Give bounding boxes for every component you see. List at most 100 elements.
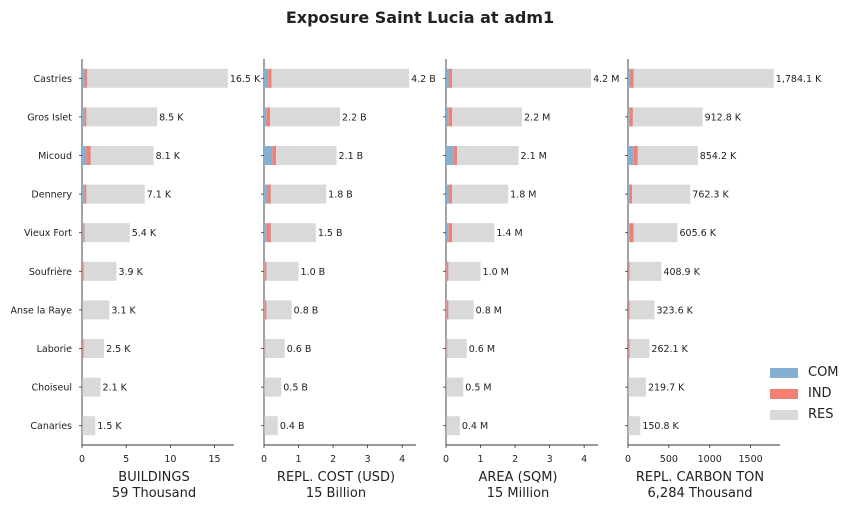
data-label-anse-la-raye-p3: 323.6 K	[656, 305, 693, 316]
bar-res-canaries-p2	[446, 416, 460, 436]
bar-res-micoud-p0	[90, 146, 154, 165]
bar-res-anse-la-raye-p1	[266, 300, 292, 320]
data-label-choiseul-p2: 0.5 M	[465, 383, 491, 394]
x-tick-label-2-p3: 1000	[698, 454, 722, 465]
bar-com-anse-la-raye-p2	[446, 300, 447, 320]
bar-ind-micoud-p0	[86, 146, 91, 165]
bar-ind-castries-p0	[84, 68, 88, 88]
bar-res-canaries-p1	[264, 416, 278, 436]
bar-res-dennery-p1	[270, 184, 327, 204]
data-label-soufriere-p0: 3.9 K	[118, 267, 143, 278]
x-axis-total-p2: 15 Million	[487, 486, 550, 501]
bar-res-laborie-p2	[447, 339, 467, 358]
bar-res-vieux-fort-p2	[452, 223, 495, 243]
bar-com-gros-islet-p2	[446, 107, 449, 127]
data-label-vieux-fort-p1: 1.5 B	[318, 228, 343, 239]
data-label-vieux-fort-p0: 5.4 K	[132, 228, 157, 239]
bar-com-castries-p3	[628, 68, 631, 88]
bar-ind-dennery-p2	[449, 184, 453, 204]
data-label-canaries-p2: 0.4 M	[462, 421, 488, 432]
legend-item-res: RES	[770, 404, 839, 425]
data-label-gros-islet-p0: 8.5 K	[159, 112, 184, 123]
bar-res-soufriere-p1	[266, 261, 299, 281]
bar-res-choiseul-p3	[628, 377, 646, 397]
x-tick-label-4-p1: 4	[399, 454, 405, 465]
bar-res-laborie-p0	[83, 339, 105, 358]
bar-res-castries-p0	[87, 68, 228, 88]
y-tick-label-soufriere: Soufrière	[29, 267, 72, 278]
bar-ind-castries-p2	[449, 68, 453, 88]
x-tick-label-0-p3: 0	[625, 454, 631, 465]
bar-res-dennery-p2	[452, 184, 509, 204]
y-tick-label-canaries: Canaries	[30, 421, 72, 432]
x-tick-label-4-p2: 4	[581, 454, 587, 465]
x-axis-total-p3: 6,284 Thousand	[648, 486, 753, 501]
data-label-vieux-fort-p3: 605.6 K	[679, 228, 716, 239]
bar-com-vieux-fort-p2	[446, 223, 449, 243]
data-label-laborie-p0: 2.5 K	[106, 344, 131, 355]
bar-ind-soufriere-p3	[628, 261, 630, 281]
data-label-castries-p1: 4.2 B	[411, 74, 436, 85]
data-label-castries-p0: 16.5 K	[230, 74, 261, 85]
y-tick-label-gros-islet: Gros Islet	[27, 112, 72, 123]
data-label-castries-p2: 4.2 M	[593, 74, 619, 85]
bar-com-micoud-p0	[82, 146, 87, 165]
x-tick-label-3-p2: 3	[547, 454, 553, 465]
bar-ind-castries-p3	[630, 68, 634, 88]
data-label-dennery-p1: 1.8 B	[328, 190, 353, 201]
y-tick-label-vieux-fort: Vieux Fort	[24, 228, 72, 239]
bar-ind-vieux-fort-p2	[448, 223, 453, 243]
bar-res-castries-p2	[452, 68, 592, 88]
bar-res-castries-p1	[271, 68, 410, 88]
data-label-canaries-p3: 150.8 K	[642, 421, 679, 432]
x-axis-total-p1: 15 Billion	[306, 486, 366, 501]
data-label-laborie-p3: 262.1 K	[651, 344, 688, 355]
legend-label-ind: IND	[808, 386, 832, 401]
bar-com-laborie-p2	[446, 339, 447, 358]
bar-ind-vieux-fort-p3	[629, 223, 634, 243]
data-label-choiseul-p1: 0.5 B	[283, 383, 308, 394]
bar-res-anse-la-raye-p3	[629, 300, 655, 320]
bar-ind-gros-islet-p2	[448, 107, 453, 127]
bar-ind-laborie-p1	[264, 339, 266, 358]
data-label-dennery-p0: 7.1 K	[147, 190, 172, 201]
x-tick-label-1-p3: 500	[660, 454, 678, 465]
y-tick-label-dennery: Dennery	[31, 190, 72, 201]
bar-ind-gros-islet-p3	[629, 107, 633, 127]
bar-res-canaries-p3	[628, 416, 641, 436]
data-label-micoud-p0: 8.1 K	[156, 151, 181, 162]
bar-ind-vieux-fort-p0	[83, 223, 85, 243]
bar-ind-micoud-p3	[633, 146, 638, 165]
bar-ind-castries-p1	[268, 68, 272, 88]
bar-ind-dennery-p1	[267, 184, 271, 204]
x-tick-label-3-p3: 1500	[738, 454, 762, 465]
data-label-canaries-p0: 1.5 K	[97, 421, 122, 432]
legend: COM IND RES	[770, 362, 839, 425]
y-tick-label-anse-la-raye: Anse la Raye	[11, 305, 73, 316]
bar-res-choiseul-p1	[264, 377, 282, 397]
chart-title: Exposure Saint Lucia at adm1	[285, 8, 555, 27]
x-tick-label-3-p1: 3	[365, 454, 371, 465]
x-axis-label-p2: AREA (SQM)	[478, 470, 557, 485]
bar-res-soufriere-p3	[629, 261, 662, 281]
data-label-laborie-p2: 0.6 M	[469, 344, 495, 355]
bar-res-gros-islet-p3	[632, 107, 703, 127]
bar-com-castries-p0	[82, 68, 85, 88]
data-label-choiseul-p3: 219.7 K	[648, 383, 685, 394]
bar-com-vieux-fort-p1	[264, 223, 267, 243]
bar-ind-dennery-p0	[84, 184, 87, 204]
data-label-dennery-p2: 1.8 M	[510, 190, 536, 201]
legend-label-com: COM	[808, 365, 839, 380]
bar-com-dennery-p0	[82, 184, 85, 204]
bar-res-anse-la-raye-p2	[448, 300, 474, 320]
data-label-choiseul-p0: 2.1 K	[103, 383, 128, 394]
bar-res-dennery-p3	[632, 184, 691, 204]
bar-ind-laborie-p2	[446, 339, 448, 358]
y-tick-label-castries: Castries	[34, 74, 73, 85]
bar-res-anse-la-raye-p0	[82, 300, 110, 320]
y-tick-label-laborie: Laborie	[37, 344, 73, 355]
bar-res-micoud-p1	[276, 146, 337, 165]
data-label-anse-la-raye-p1: 0.8 B	[294, 305, 319, 316]
bar-com-dennery-p2	[446, 184, 450, 204]
